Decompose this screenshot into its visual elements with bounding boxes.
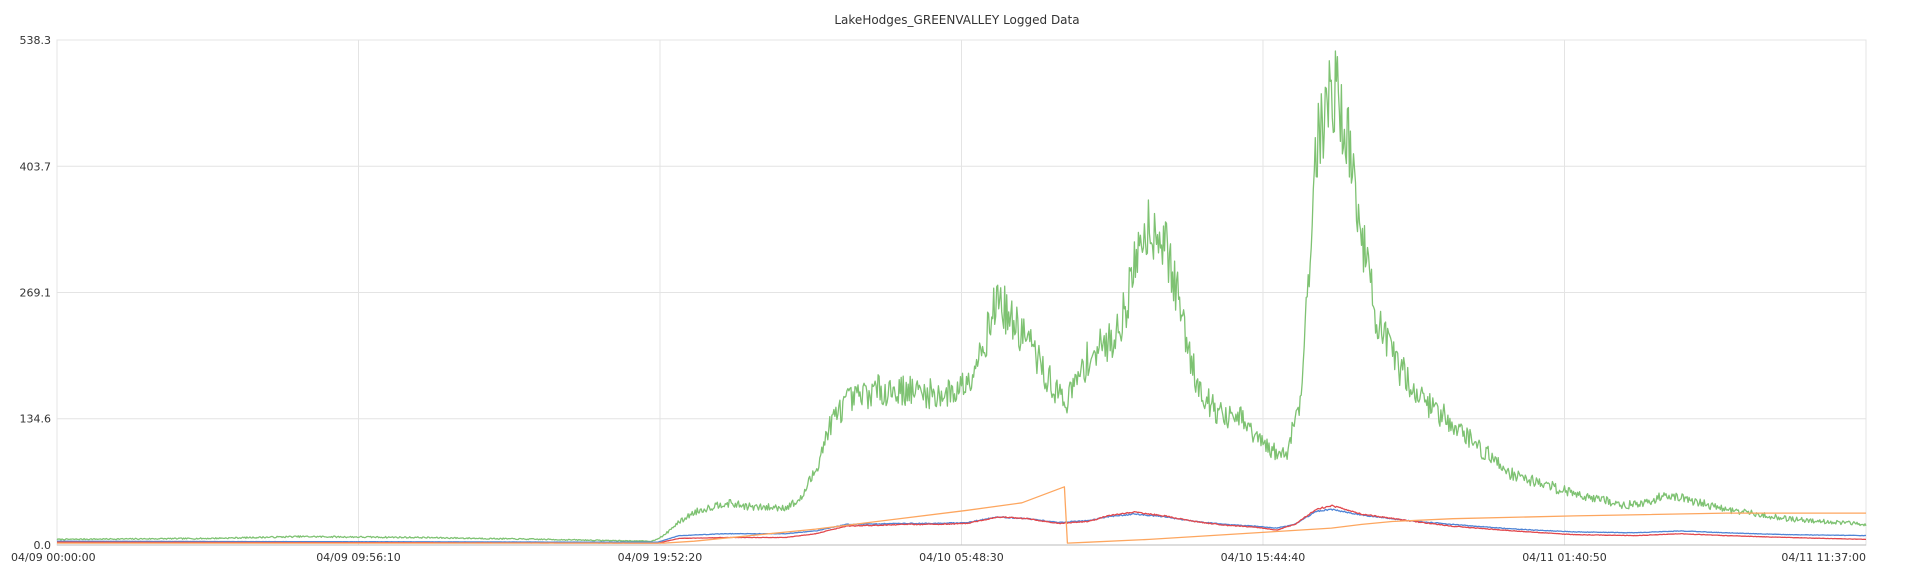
x-tick-label: 04/10 05:48:30 xyxy=(919,551,1004,564)
x-tick-label: 04/09 00:00:00 xyxy=(11,551,96,564)
x-tick-label: 04/10 15:44:40 xyxy=(1221,551,1306,564)
series-line-1 xyxy=(56,508,1867,543)
y-tick-label: 269.1 xyxy=(20,287,52,300)
x-axis-tick-labels: 04/09 00:00:00 04/09 09:56:10 04/09 19:52:… xyxy=(11,551,1866,564)
series-line-3 xyxy=(57,486,1866,544)
series-line-0 xyxy=(56,50,1867,543)
y-tick-label: 403.7 xyxy=(20,160,52,173)
x-tick-label: 04/11 11:37:00 xyxy=(1781,551,1866,564)
chart-title: LakeHodges_GREENVALLEY Logged Data xyxy=(834,13,1079,27)
y-tick-label: 538.3 xyxy=(20,34,52,47)
y-axis-tick-labels: 0.0 134.6 269.1 403.7 538.3 xyxy=(20,34,52,552)
series-layer xyxy=(56,50,1867,544)
plot-frame xyxy=(56,39,1867,546)
x-tick-label: 04/09 09:56:10 xyxy=(316,551,401,564)
x-tick-label: 04/11 01:40:50 xyxy=(1522,551,1607,564)
y-tick-label: 0.0 xyxy=(34,539,52,552)
y-tick-label: 134.6 xyxy=(20,413,52,426)
x-tick-label: 04/09 19:52:20 xyxy=(618,551,703,564)
